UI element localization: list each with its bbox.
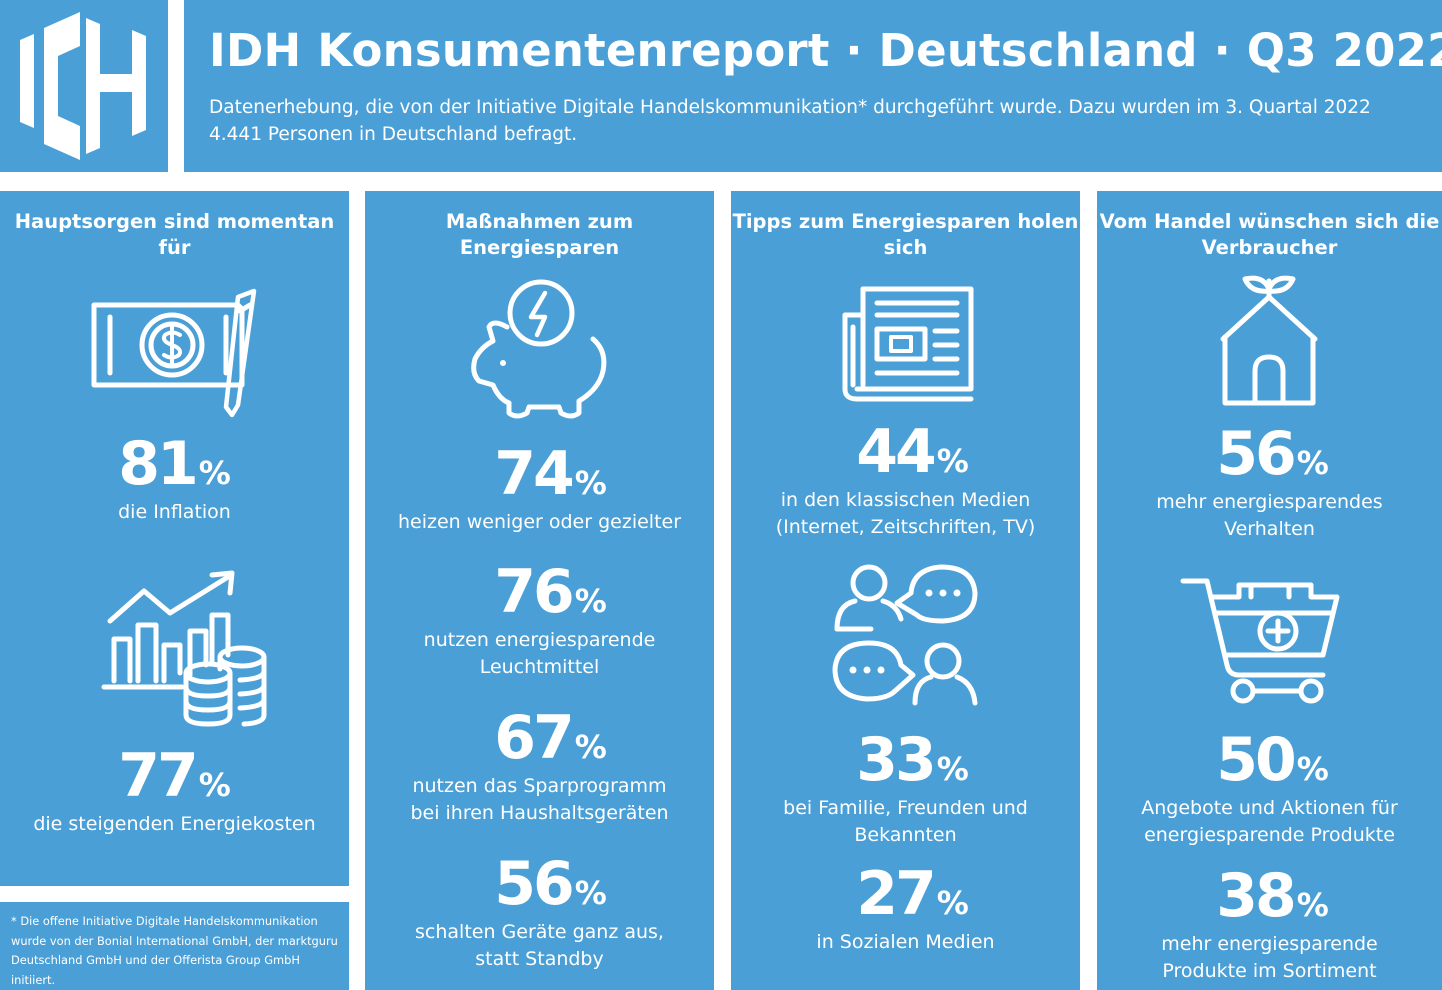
stat-label: bei Familie, Freunden und Bekannten — [783, 797, 1028, 846]
stat-value: 44 — [856, 417, 936, 487]
stat-label: in Sozialen Medien — [816, 931, 995, 953]
column-title: Vom Handel wünschen sich die Verbraucher — [1099, 210, 1440, 259]
column-title: Maßnahmen zum Energiesparen — [445, 210, 634, 259]
stat-label: mehr energiesparendes Verhalten — [1156, 491, 1383, 540]
stat-label: in den klassischen Medien (Internet, Zei… — [775, 489, 1036, 538]
stat-geraete-aus: 56% schalten Geräte ganz aus, statt Stan… — [365, 851, 714, 973]
stat-value: 81 — [118, 429, 198, 499]
stat-value: 56 — [1216, 419, 1296, 489]
people-chat-icon — [831, 563, 981, 713]
shopping-cart-plus-icon — [1180, 575, 1346, 710]
column-hauptsorgen: Hauptsorgen sind momentan für 81% die In… — [0, 191, 349, 886]
stat-label: heizen weniger oder gezielter — [397, 511, 682, 533]
page-title: IDH Konsumentenreport · Deutschland · Q3… — [209, 24, 1442, 77]
stat-value: 76 — [494, 557, 574, 627]
newspaper-icon — [837, 285, 977, 405]
stat-sortiment: 38% mehr energiesparende Produkte im Sor… — [1097, 863, 1442, 985]
stat-angebote: 50% Angebote und Aktionen für energiespa… — [1097, 727, 1442, 849]
stat-label: die Inflation — [118, 501, 231, 523]
stat-label: mehr energiesparende Produkte im Sortime… — [1161, 933, 1378, 982]
footnote: * Die offene Initiative Digitale Handels… — [11, 914, 338, 987]
stat-value: 67 — [494, 703, 574, 773]
logo-panel — [0, 0, 168, 172]
column-massnahmen: Maßnahmen zum Energiesparen 74% heizen w… — [365, 191, 714, 990]
stat-unit: % — [198, 454, 231, 492]
column-tipps: Tipps zum Energiesparen holen sich 44% i… — [731, 191, 1080, 990]
growth-chart-coins-icon — [100, 569, 270, 729]
stat-unit: % — [936, 750, 969, 788]
stat-soziale-medien: 27% in Sozialen Medien — [731, 861, 1080, 956]
stat-familie: 33% bei Familie, Freunden und Bekannten — [731, 727, 1080, 849]
stat-label: schalten Geräte ganz aus, statt Standby — [415, 921, 664, 970]
stat-label: nutzen energiesparende Leuchtmittel — [423, 629, 656, 678]
stat-unit: % — [936, 884, 969, 922]
stat-unit: % — [574, 874, 607, 912]
stat-label: nutzen das Sparprogramm bei ihren Hausha… — [410, 775, 669, 824]
stat-unit: % — [1296, 886, 1329, 924]
stat-unit: % — [936, 442, 969, 480]
stat-value: 74 — [494, 439, 574, 509]
stat-klassische-medien: 44% in den klassischen Medien (Internet,… — [731, 419, 1080, 541]
piggy-bank-energy-icon — [469, 277, 609, 422]
stat-unit: % — [198, 766, 231, 804]
column-handel: Vom Handel wünschen sich die Verbraucher… — [1097, 191, 1442, 990]
stat-label: die steigenden Energiekosten — [33, 813, 316, 835]
page-description: Datenerhebung, die von der Initiative Di… — [209, 97, 1371, 145]
stat-unit: % — [1296, 750, 1329, 788]
stat-unit: % — [574, 728, 607, 766]
header-panel: IDH Konsumentenreport · Deutschland · Q3… — [184, 0, 1442, 172]
stat-value: 33 — [856, 725, 936, 795]
stat-leuchtmittel: 76% nutzen energiesparende Leuchtmittel — [365, 559, 714, 681]
stat-value: 38 — [1216, 861, 1296, 931]
stat-heizen: 74% heizen weniger oder gezielter — [365, 441, 714, 536]
footnote-panel: * Die offene Initiative Digitale Handels… — [0, 902, 349, 990]
idh-logo — [20, 12, 146, 160]
stat-unit: % — [1296, 444, 1329, 482]
stat-unit: % — [574, 582, 607, 620]
stat-unit: % — [574, 464, 607, 502]
eco-house-icon — [1217, 275, 1327, 410]
stat-value: 77 — [118, 741, 198, 811]
stat-value: 56 — [494, 849, 574, 919]
column-title: Hauptsorgen sind momentan für — [14, 210, 335, 259]
stat-energiekosten: 77% die steigenden Energiekosten — [0, 743, 349, 838]
stat-value: 27 — [856, 859, 936, 929]
stat-inflation: 81% die Inflation — [0, 431, 349, 526]
stat-verhalten: 56% mehr energiesparendes Verhalten — [1097, 421, 1442, 543]
stat-sparprogramm: 67% nutzen das Sparprogramm bei ihren Ha… — [365, 705, 714, 827]
money-bill-pen-icon — [88, 287, 263, 427]
stat-label: Angebote und Aktionen für energiesparend… — [1141, 797, 1398, 846]
column-title: Tipps zum Energiesparen holen sich — [732, 210, 1079, 259]
stat-value: 50 — [1216, 725, 1296, 795]
